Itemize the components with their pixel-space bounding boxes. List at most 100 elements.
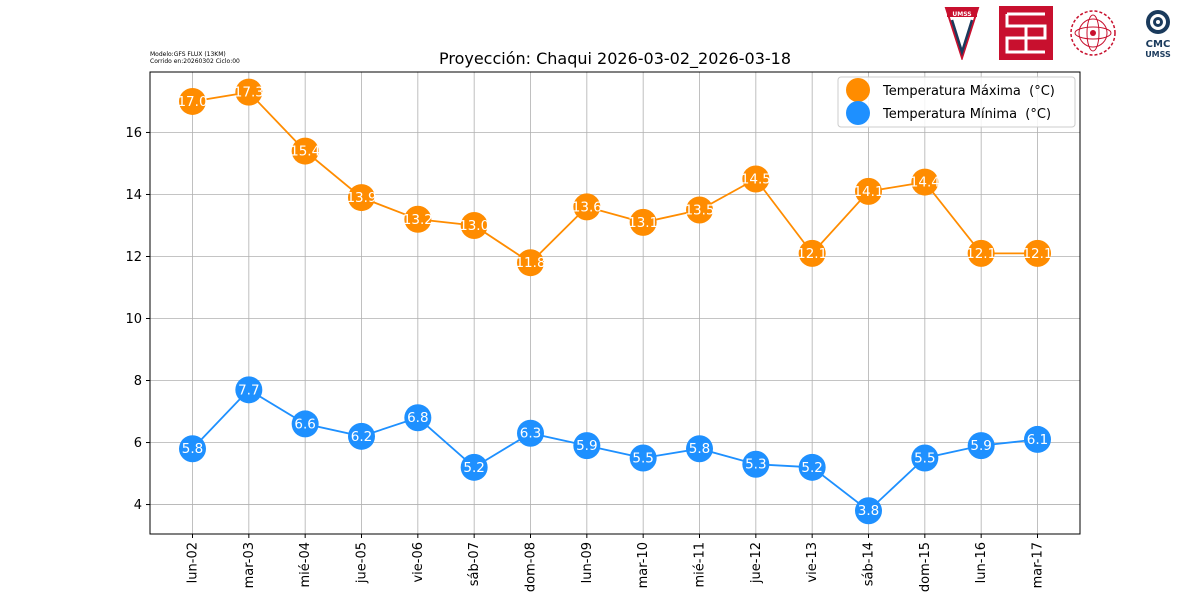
point-min <box>967 432 995 460</box>
plot-area-frame <box>149 71 1081 535</box>
point-max <box>517 249 544 277</box>
point-min <box>235 376 263 404</box>
y-tick-label: 6 <box>134 436 142 451</box>
series: 17.0 17.3 15.4 13.9 13.2 13.0 11.8 13.6 13.1 13.5… <box>177 78 1053 525</box>
grid <box>150 72 1080 534</box>
data-label-max: 13.1 <box>628 215 658 231</box>
data-label-min: 7.7 <box>238 382 259 398</box>
point-min <box>629 444 657 472</box>
data-label-min: 6.8 <box>407 410 428 426</box>
point-max <box>798 239 826 267</box>
point-min <box>291 410 319 438</box>
point-max <box>629 208 657 236</box>
point-max <box>911 168 939 196</box>
data-label-min: 6.3 <box>520 426 541 442</box>
point-min <box>742 450 770 478</box>
y-tick-label: 16 <box>125 126 142 141</box>
x-tick-label: sáb-14 <box>862 542 877 586</box>
data-label-max: 13.9 <box>346 190 376 206</box>
point-max <box>235 78 263 106</box>
data-label-max: 14.4 <box>910 175 940 191</box>
x-tick-label: sáb-07 <box>467 542 482 586</box>
data-label-max: 15.4 <box>290 144 320 160</box>
y-tick-label: 10 <box>125 312 142 327</box>
y-tick-label: 14 <box>125 188 142 203</box>
data-label-min: 5.5 <box>914 451 935 467</box>
data-label-max: 13.6 <box>572 199 602 215</box>
point-min <box>460 453 488 481</box>
data-label-max: 17.3 <box>234 85 264 101</box>
point-min <box>179 435 206 463</box>
model-line-1: Modelo:GFS FLUX (13KM) <box>150 51 226 58</box>
data-label-max: 14.5 <box>741 171 771 187</box>
data-label-max: 12.1 <box>1022 246 1052 262</box>
model-info: Modelo:GFS FLUX (13KM) Corrido en:202603… <box>150 51 240 65</box>
faculty-logo <box>999 6 1053 64</box>
data-label-max: 13.5 <box>684 202 714 218</box>
point-max <box>1024 239 1051 267</box>
point-min <box>911 444 939 472</box>
x-tick-label: dom-15 <box>918 542 933 592</box>
model-line-2: Corrido en:20260302 Ciclo:00 <box>150 58 240 65</box>
point-min <box>348 422 375 450</box>
data-label-min: 5.2 <box>801 460 822 476</box>
chart-title: Proyección: Chaqui 2026-03-02_2026-03-18 <box>439 49 791 69</box>
y-tick-label: 8 <box>134 374 142 389</box>
data-label-min: 5.5 <box>632 451 653 467</box>
data-label-max: 12.1 <box>797 246 827 262</box>
umss-shield-logo: UMSS <box>944 6 980 64</box>
legend-min-marker <box>846 101 870 125</box>
data-label-max: 12.1 <box>966 246 996 262</box>
data-label-min: 3.8 <box>858 503 879 519</box>
point-max <box>686 196 713 224</box>
x-tick-label: mar-10 <box>636 542 651 588</box>
point-max <box>348 184 375 212</box>
data-label-min: 5.3 <box>745 457 766 473</box>
x-tick-label: mié-04 <box>298 542 313 588</box>
data-label-min: 5.9 <box>576 438 597 454</box>
y-tick-label: 12 <box>125 250 142 265</box>
point-min <box>573 432 601 460</box>
legend: Temperatura Máxima (°C) Temperatura Míni… <box>837 76 1076 128</box>
point-max <box>967 239 995 267</box>
data-label-min: 6.1 <box>1027 432 1048 448</box>
data-label-max: 13.0 <box>459 218 489 234</box>
data-label-max: 17.0 <box>177 94 207 110</box>
x-tick-label: mar-03 <box>242 542 257 588</box>
legend-min-label: Temperatura Mínima (°C) <box>882 107 1051 122</box>
series-line-max <box>192 91 1038 264</box>
point-max <box>855 177 882 205</box>
x-tick-label: lun-16 <box>974 542 989 583</box>
y-tick-label: 4 <box>134 498 142 513</box>
x-tick-label: jue-05 <box>355 542 370 584</box>
legend-max-marker <box>846 78 870 102</box>
data-label-min: 5.8 <box>689 441 710 457</box>
data-label-min: 5.2 <box>463 460 484 476</box>
point-min <box>855 497 882 525</box>
point-max <box>742 165 770 193</box>
legend-box <box>837 76 1076 128</box>
cmc-logo-text: CMC <box>1146 39 1171 50</box>
point-min <box>517 419 544 447</box>
series-line-min <box>191 388 1038 512</box>
x-tick-label: vie-06 <box>411 542 426 583</box>
point-max <box>460 211 488 239</box>
cmc-logo-subtext: UMSS <box>1145 50 1171 59</box>
x-tick-label: lun-02 <box>186 542 201 583</box>
point-min <box>798 453 826 481</box>
point-min <box>1024 425 1051 453</box>
point-max <box>573 193 601 221</box>
y-axis: 4 6 8 10 12 14 16 <box>125 126 150 513</box>
data-label-max: 11.8 <box>515 255 545 271</box>
data-label-max: 14.1 <box>853 184 883 200</box>
point-min <box>404 404 432 432</box>
x-tick-label: jue-12 <box>749 542 764 584</box>
x-tick-label: vie-13 <box>805 542 820 583</box>
science-seal-logo <box>1068 6 1118 64</box>
point-max <box>291 137 319 165</box>
point-max <box>404 205 432 233</box>
x-tick-label: mar-17 <box>1031 542 1046 588</box>
x-axis: lun-02 mar-03 mié-04 jue-05 vie-06 sáb-07 dom-… <box>186 534 1046 592</box>
point-max <box>179 87 206 115</box>
data-label-min: 6.2 <box>351 429 372 445</box>
